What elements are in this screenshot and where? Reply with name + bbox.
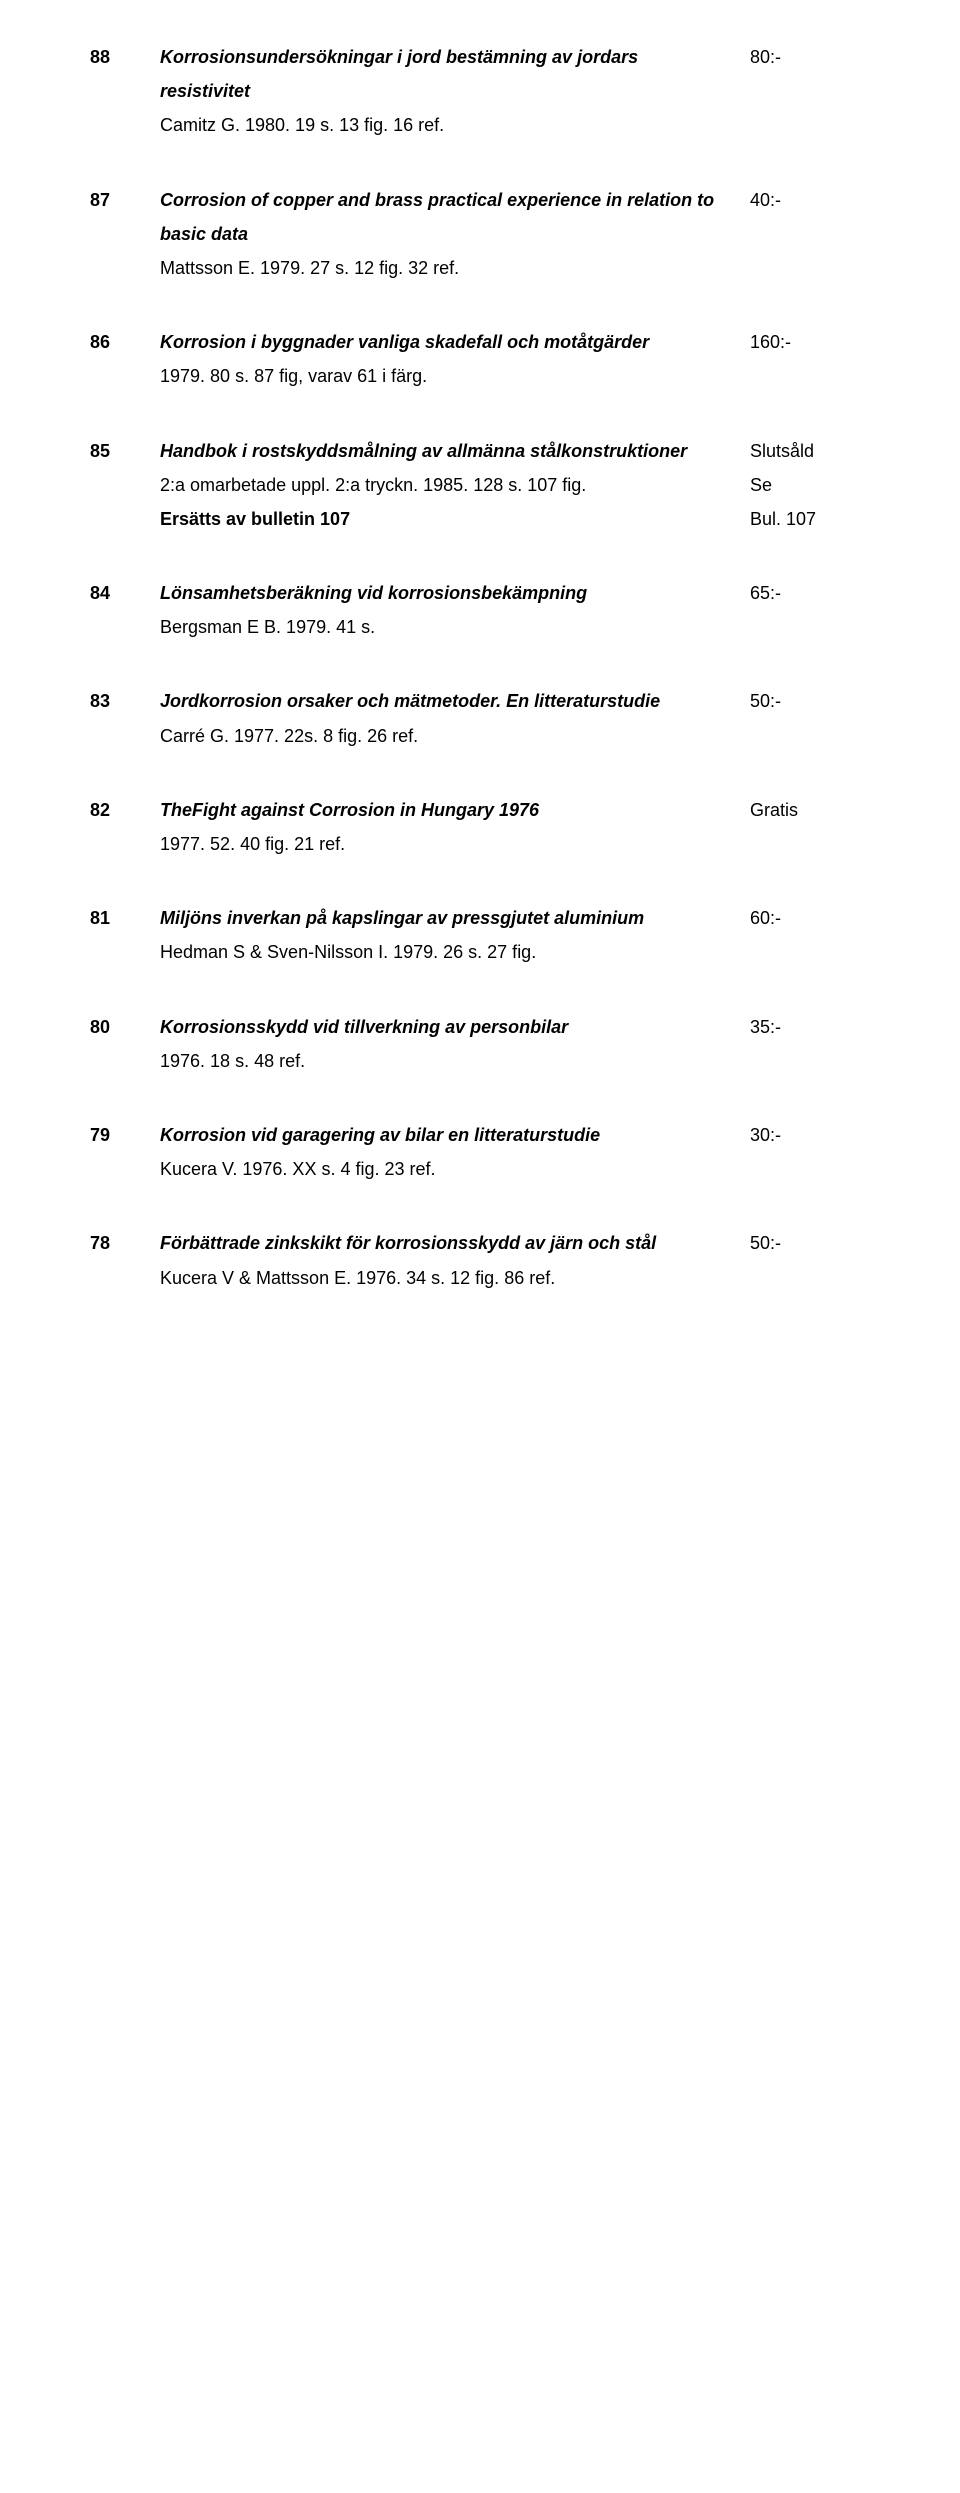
bulletin-entry: 84Lönsamhetsberäkning vid korrosionsbekä…	[90, 576, 870, 644]
entry-detail: Mattsson E. 1979. 27 s. 12 fig. 32 ref.	[160, 258, 459, 278]
entry-number: 82	[90, 793, 160, 827]
entry-number: 83	[90, 684, 160, 718]
entry-body: Handbok i rostskyddsmålning av allmänna …	[160, 434, 750, 537]
entry-number: 87	[90, 183, 160, 217]
entry-body: Korrosionsundersökningar i jord bestämni…	[160, 40, 750, 143]
entry-body: Corrosion of copper and brass practical …	[160, 183, 750, 286]
entry-body: Miljöns inverkan på kapslingar av pressg…	[160, 901, 750, 969]
entry-detail: 1977. 52. 40 fig. 21 ref.	[160, 834, 345, 854]
price-line: 160:-	[750, 325, 870, 359]
price-line: Slutsåld	[750, 434, 870, 468]
entry-title: Lönsamhetsberäkning vid korrosionsbekämp…	[160, 583, 587, 603]
entry-number: 84	[90, 576, 160, 610]
entry-body: TheFight against Corrosion in Hungary 19…	[160, 793, 750, 861]
entry-number: 86	[90, 325, 160, 359]
price-line: 80:-	[750, 40, 870, 74]
entry-price: 30:-	[750, 1118, 870, 1152]
bulletin-entry: 79Korrosion vid garagering av bilar en l…	[90, 1118, 870, 1186]
entry-body: Korrosionsskydd vid tillverkning av pers…	[160, 1010, 750, 1078]
entry-number: 85	[90, 434, 160, 468]
price-line: 30:-	[750, 1118, 870, 1152]
entry-title: Korrosion i byggnader vanliga skadefall …	[160, 332, 649, 352]
price-line: 35:-	[750, 1010, 870, 1044]
entry-title: Korrosionsskydd vid tillverkning av pers…	[160, 1017, 568, 1037]
entry-body: Korrosion vid garagering av bilar en lit…	[160, 1118, 750, 1186]
entry-number: 78	[90, 1226, 160, 1260]
entry-price: Gratis	[750, 793, 870, 827]
entry-body: Korrosion i byggnader vanliga skadefall …	[160, 325, 750, 393]
entry-detail: Kucera V & Mattsson E. 1976. 34 s. 12 fi…	[160, 1268, 555, 1288]
entry-price: 80:-	[750, 40, 870, 74]
entry-title: Förbättrade zinkskikt för korrosionsskyd…	[160, 1233, 656, 1253]
entry-title: Korrosionsundersökningar i jord bestämni…	[160, 47, 638, 101]
price-line: Gratis	[750, 793, 870, 827]
entry-detail: Hedman S & Sven-Nilsson I. 1979. 26 s. 2…	[160, 942, 536, 962]
entry-title: Korrosion vid garagering av bilar en lit…	[160, 1125, 600, 1145]
bulletin-entry: 80Korrosionsskydd vid tillverkning av pe…	[90, 1010, 870, 1078]
entry-price: 65:-	[750, 576, 870, 610]
entry-price: 160:-	[750, 325, 870, 359]
entry-detail: Camitz G. 1980. 19 s. 13 fig. 16 ref.	[160, 115, 444, 135]
bulletin-entry: 83Jordkorrosion orsaker och mätmetoder. …	[90, 684, 870, 752]
entry-number: 79	[90, 1118, 160, 1152]
entry-number: 81	[90, 901, 160, 935]
entry-title: Corrosion of copper and brass practical …	[160, 190, 714, 244]
entry-detail: 1976. 18 s. 48 ref.	[160, 1051, 305, 1071]
entry-title: TheFight against Corrosion in Hungary 19…	[160, 800, 539, 820]
entry-detail: 1979. 80 s. 87 fig, varav 61 i färg.	[160, 366, 427, 386]
entry-price: SlutsåldSeBul. 107	[750, 434, 870, 537]
bulletin-entry: 87Corrosion of copper and brass practica…	[90, 183, 870, 286]
price-line: Se	[750, 468, 870, 502]
entry-body: Lönsamhetsberäkning vid korrosionsbekämp…	[160, 576, 750, 644]
entry-body: Jordkorrosion orsaker och mätmetoder. En…	[160, 684, 750, 752]
price-line: 50:-	[750, 1226, 870, 1260]
entry-number: 80	[90, 1010, 160, 1044]
bulletin-entry: 78Förbättrade zinkskikt för korrosionssk…	[90, 1226, 870, 1294]
entry-detail: 2:a omarbetade uppl. 2:a tryckn. 1985. 1…	[160, 475, 586, 495]
price-line: 40:-	[750, 183, 870, 217]
entry-price: 40:-	[750, 183, 870, 217]
entry-title: Handbok i rostskyddsmålning av allmänna …	[160, 441, 687, 461]
entry-price: 50:-	[750, 684, 870, 718]
bulletin-entry: 88Korrosionsundersökningar i jord bestäm…	[90, 40, 870, 143]
entry-detail: Bergsman E B. 1979. 41 s.	[160, 617, 375, 637]
bulletin-entry: 82TheFight against Corrosion in Hungary …	[90, 793, 870, 861]
price-line: 60:-	[750, 901, 870, 935]
entry-detail: Carré G. 1977. 22s. 8 fig. 26 ref.	[160, 726, 418, 746]
entry-detail: Kucera V. 1976. XX s. 4 fig. 23 ref.	[160, 1159, 436, 1179]
bulletin-entry: 81Miljöns inverkan på kapslingar av pres…	[90, 901, 870, 969]
entry-number: 88	[90, 40, 160, 74]
entry-title: Miljöns inverkan på kapslingar av pressg…	[160, 908, 644, 928]
price-line: 50:-	[750, 684, 870, 718]
entry-price: 60:-	[750, 901, 870, 935]
bulletin-entry: 86Korrosion i byggnader vanliga skadefal…	[90, 325, 870, 393]
bulletin-list: 88Korrosionsundersökningar i jord bestäm…	[90, 40, 870, 1295]
entry-title: Jordkorrosion orsaker och mätmetoder. En…	[160, 691, 660, 711]
entry-body: Förbättrade zinkskikt för korrosionsskyd…	[160, 1226, 750, 1294]
entry-price: 50:-	[750, 1226, 870, 1260]
price-line: 65:-	[750, 576, 870, 610]
price-line: Bul. 107	[750, 502, 870, 536]
entry-note: Ersätts av bulletin 107	[160, 509, 350, 529]
bulletin-entry: 85Handbok i rostskyddsmålning av allmänn…	[90, 434, 870, 537]
entry-price: 35:-	[750, 1010, 870, 1044]
